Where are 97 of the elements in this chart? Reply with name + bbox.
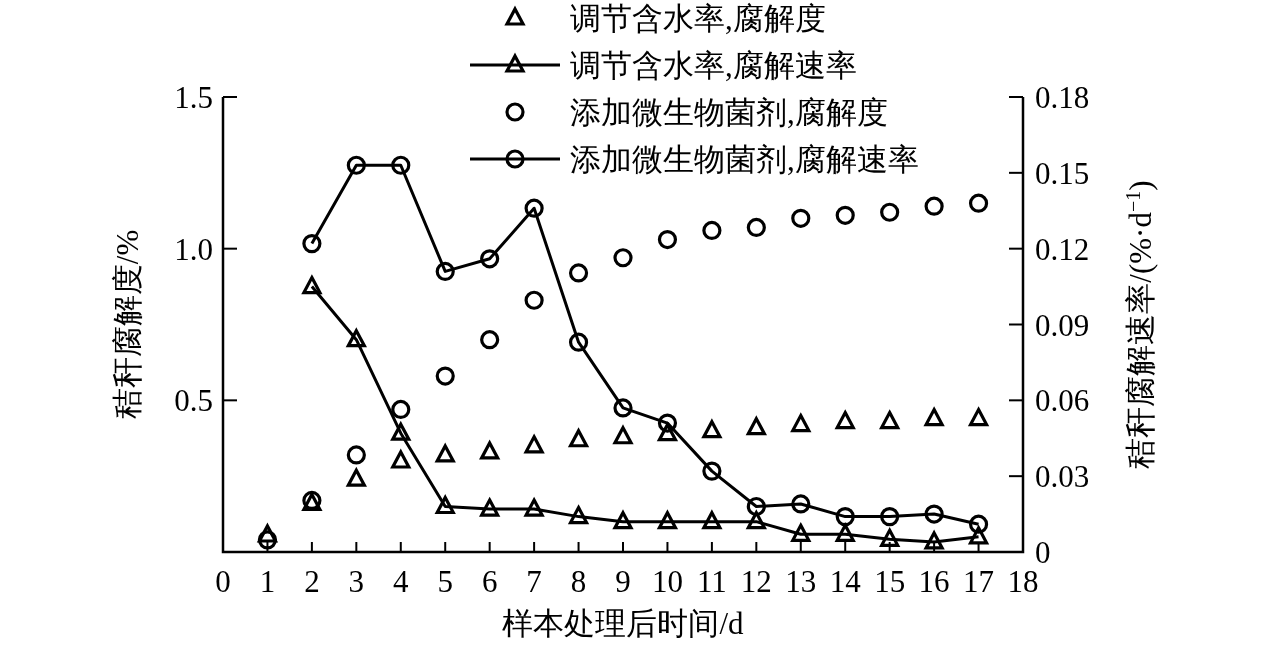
y2-tick-label: 0.06 bbox=[1035, 383, 1090, 419]
y2-tick-label: 0.18 bbox=[1035, 80, 1090, 115]
point bbox=[346, 155, 366, 175]
point bbox=[702, 461, 722, 481]
point bbox=[524, 290, 544, 310]
point bbox=[257, 530, 278, 550]
point bbox=[390, 420, 412, 441]
point bbox=[746, 511, 766, 530]
point bbox=[702, 511, 722, 530]
point bbox=[480, 441, 500, 460]
point bbox=[746, 417, 766, 436]
point bbox=[302, 234, 322, 254]
point bbox=[702, 420, 722, 439]
point bbox=[968, 407, 989, 427]
y2-tick-label: 0.12 bbox=[1035, 231, 1090, 267]
point bbox=[657, 413, 678, 433]
y-tick-label: 0.5 bbox=[174, 383, 213, 419]
point bbox=[657, 511, 678, 530]
x-tick-label: 6 bbox=[481, 564, 498, 599]
point bbox=[835, 523, 855, 542]
point bbox=[568, 263, 589, 283]
y-tick-label: 1.0 bbox=[174, 231, 213, 267]
y2-tick-label: 0.09 bbox=[1035, 307, 1090, 343]
point bbox=[345, 466, 367, 487]
point bbox=[924, 504, 944, 524]
point bbox=[435, 444, 455, 463]
point bbox=[924, 196, 944, 216]
x-tick-label: 5 bbox=[437, 564, 453, 599]
point bbox=[613, 398, 633, 418]
point bbox=[346, 329, 366, 348]
point bbox=[880, 202, 900, 222]
x-tick-label: 11 bbox=[696, 564, 727, 599]
point bbox=[524, 435, 544, 454]
point bbox=[568, 429, 589, 448]
x-tick-label: 1 bbox=[259, 564, 276, 599]
point bbox=[613, 511, 633, 530]
point bbox=[435, 366, 455, 386]
x-tick-label: 10 bbox=[651, 564, 683, 599]
point bbox=[480, 330, 500, 350]
x-tick-label: 16 bbox=[918, 564, 950, 599]
point bbox=[924, 407, 944, 427]
point bbox=[880, 507, 900, 527]
x-tick-label: 4 bbox=[393, 564, 410, 599]
point bbox=[968, 514, 989, 534]
point bbox=[968, 526, 989, 545]
point bbox=[702, 220, 722, 241]
point bbox=[568, 332, 589, 352]
x-tick-label: 7 bbox=[526, 564, 542, 599]
x-tick-label: 3 bbox=[348, 564, 365, 599]
x-tick-label: 0 bbox=[215, 564, 231, 599]
point bbox=[657, 229, 678, 250]
y-axis-title: 秸秆腐解度/% bbox=[110, 229, 145, 420]
point bbox=[746, 217, 766, 238]
point bbox=[835, 507, 855, 527]
point bbox=[480, 498, 500, 517]
point bbox=[791, 414, 811, 433]
x-tick-label: 17 bbox=[963, 564, 995, 599]
x-tick-label: 15 bbox=[874, 564, 906, 599]
x-tick-label: 8 bbox=[570, 564, 587, 599]
point bbox=[613, 248, 633, 268]
legend-label: 添加微生物菌剂,腐解速率 bbox=[570, 142, 919, 177]
x-tick-label: 14 bbox=[829, 564, 862, 599]
y2-tick-label: 0.15 bbox=[1035, 155, 1090, 191]
x-tick-label: 12 bbox=[740, 564, 772, 599]
point bbox=[880, 410, 900, 430]
y-tick-label: 1.5 bbox=[174, 80, 213, 115]
point bbox=[435, 495, 455, 515]
point bbox=[346, 445, 366, 465]
point bbox=[391, 450, 411, 469]
point bbox=[924, 531, 944, 550]
x-tick-label: 2 bbox=[304, 564, 320, 599]
point bbox=[568, 506, 589, 525]
x-axis-title: 样本处理后时间/d bbox=[502, 606, 745, 641]
legend-label: 调节含水率,腐解速率 bbox=[570, 48, 857, 83]
legend-label: 调节含水率,腐解度 bbox=[570, 1, 826, 36]
point bbox=[657, 423, 678, 442]
point bbox=[302, 275, 322, 295]
point bbox=[480, 249, 500, 269]
point bbox=[835, 205, 855, 225]
point bbox=[968, 193, 989, 213]
point bbox=[613, 426, 633, 445]
x-tick-label: 13 bbox=[785, 564, 817, 599]
point bbox=[746, 496, 766, 517]
point bbox=[835, 410, 855, 430]
point bbox=[257, 524, 278, 543]
point bbox=[435, 261, 455, 282]
point bbox=[524, 198, 544, 218]
x-tick-label: 9 bbox=[615, 564, 631, 599]
point bbox=[791, 494, 811, 514]
point bbox=[391, 399, 411, 420]
y2-tick-label: 0.03 bbox=[1035, 459, 1090, 495]
point bbox=[524, 498, 544, 517]
point bbox=[791, 523, 811, 542]
point bbox=[880, 528, 900, 547]
point bbox=[391, 155, 411, 175]
point bbox=[791, 208, 811, 228]
legend-label: 添加微生物菌剂,腐解度 bbox=[570, 95, 888, 130]
